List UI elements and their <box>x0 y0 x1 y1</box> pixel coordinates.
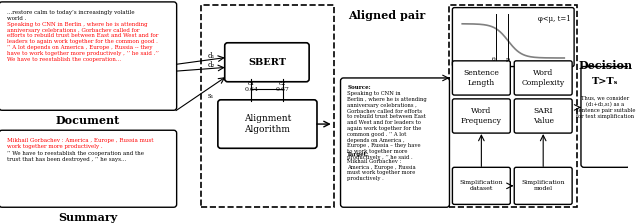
Text: φ<μ, t=1: φ<μ, t=1 <box>538 15 570 23</box>
Text: Speaking to CNN in
Berlin , where he is attending
anniversary celebrations ,
Gor: Speaking to CNN in Berlin , where he is … <box>348 91 427 160</box>
Text: SBERT: SBERT <box>248 58 286 67</box>
Text: d₂: d₂ <box>207 62 214 70</box>
Text: Mikhail Gorbachev :
America , Europe , Russia
must work together more
productive: Mikhail Gorbachev : America , Europe , R… <box>348 159 416 181</box>
FancyBboxPatch shape <box>340 78 449 207</box>
Text: T>Tₛ: T>Tₛ <box>592 77 619 86</box>
FancyBboxPatch shape <box>452 8 574 66</box>
Text: SARI
Value: SARI Value <box>532 107 554 125</box>
Bar <box>201 5 333 207</box>
Text: Word
Complexity: Word Complexity <box>522 69 564 87</box>
FancyBboxPatch shape <box>452 167 510 204</box>
Text: Simplification
model: Simplification model <box>522 180 565 191</box>
Text: ’’ We have to reestablish the cooperation and the
trust that has been destroyed : ’’ We have to reestablish the cooperatio… <box>7 151 144 162</box>
Text: Simplification
dataset: Simplification dataset <box>460 180 503 191</box>
FancyBboxPatch shape <box>452 61 510 95</box>
Text: Sentence
Length: Sentence Length <box>463 69 499 87</box>
Text: Word
Frequency: Word Frequency <box>461 107 502 125</box>
FancyBboxPatch shape <box>0 130 177 207</box>
FancyBboxPatch shape <box>218 100 317 148</box>
Text: c1
0.64: c1 0.64 <box>244 81 258 92</box>
FancyBboxPatch shape <box>452 99 510 133</box>
Text: ...restore calm to today’s increasingly volatile
world .: ...restore calm to today’s increasingly … <box>7 10 134 21</box>
FancyBboxPatch shape <box>225 43 309 82</box>
Text: Document: Document <box>56 115 120 126</box>
Text: Speaking to CNN in Berlin , where he is attending
anniversary celebrations , Gor: Speaking to CNN in Berlin , where he is … <box>7 22 159 62</box>
Text: d₁: d₁ <box>207 52 214 60</box>
FancyBboxPatch shape <box>514 167 572 204</box>
Text: s₁: s₁ <box>208 92 214 100</box>
FancyBboxPatch shape <box>581 66 630 167</box>
Text: Decision: Decision <box>579 60 632 71</box>
Text: Aligned pair: Aligned pair <box>348 10 426 21</box>
Text: Alignment
Algorithm: Alignment Algorithm <box>244 114 291 134</box>
Text: Thus, we consider
(d₁+d₂,s₁) as a
sentence pair suitable
for text simplification: Thus, we consider (d₁+d₂,s₁) as a senten… <box>576 96 636 119</box>
Text: Source:: Source: <box>348 85 371 90</box>
FancyBboxPatch shape <box>0 2 177 110</box>
Text: Target:: Target: <box>348 152 369 157</box>
FancyBboxPatch shape <box>514 99 572 133</box>
Text: c2
0.67: c2 0.67 <box>276 81 289 92</box>
Text: p: p <box>506 57 511 62</box>
Text: θ: θ <box>492 57 495 62</box>
Text: Mikhail Gorbachev : America , Europe , Russia must
work together more productive: Mikhail Gorbachev : America , Europe , R… <box>7 138 154 149</box>
Text: Summary: Summary <box>58 212 118 223</box>
Bar <box>449 5 577 207</box>
FancyBboxPatch shape <box>514 61 572 95</box>
